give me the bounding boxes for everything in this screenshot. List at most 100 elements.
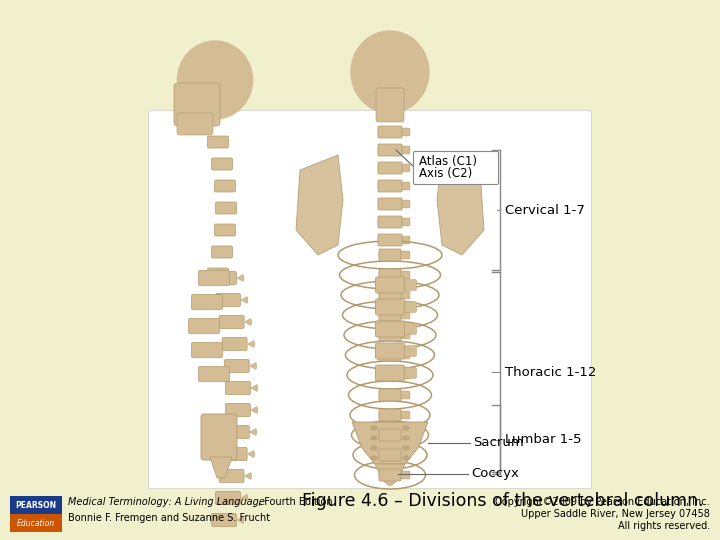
FancyBboxPatch shape (376, 301, 390, 313)
Ellipse shape (371, 456, 377, 460)
FancyBboxPatch shape (225, 381, 251, 395)
FancyBboxPatch shape (199, 271, 230, 286)
FancyBboxPatch shape (400, 218, 410, 226)
FancyBboxPatch shape (402, 280, 416, 291)
Polygon shape (210, 457, 232, 478)
FancyBboxPatch shape (399, 271, 410, 279)
FancyBboxPatch shape (189, 319, 220, 334)
FancyBboxPatch shape (174, 83, 220, 126)
FancyBboxPatch shape (379, 431, 390, 439)
FancyBboxPatch shape (400, 236, 410, 244)
FancyBboxPatch shape (222, 448, 247, 461)
FancyBboxPatch shape (399, 391, 410, 399)
Ellipse shape (403, 446, 409, 450)
FancyBboxPatch shape (379, 471, 390, 479)
Text: Upper Saddle River, New Jersey 07458: Upper Saddle River, New Jersey 07458 (521, 509, 710, 519)
FancyBboxPatch shape (399, 451, 410, 459)
FancyBboxPatch shape (212, 272, 236, 285)
FancyBboxPatch shape (379, 409, 401, 421)
FancyBboxPatch shape (378, 198, 402, 210)
FancyBboxPatch shape (399, 291, 410, 299)
FancyBboxPatch shape (378, 162, 402, 174)
FancyBboxPatch shape (379, 251, 390, 259)
Ellipse shape (403, 456, 409, 460)
Text: Bonnie F. Fremgen and Suzanne S. Frucht: Bonnie F. Fremgen and Suzanne S. Frucht (68, 513, 270, 523)
FancyBboxPatch shape (378, 234, 402, 246)
Text: PEARSON: PEARSON (15, 501, 57, 510)
Ellipse shape (178, 41, 253, 119)
FancyBboxPatch shape (402, 301, 416, 313)
FancyBboxPatch shape (379, 269, 401, 281)
FancyBboxPatch shape (378, 146, 388, 154)
FancyBboxPatch shape (378, 128, 388, 136)
FancyBboxPatch shape (376, 323, 390, 334)
Wedge shape (237, 274, 244, 281)
FancyBboxPatch shape (402, 346, 416, 356)
Wedge shape (251, 407, 258, 414)
FancyBboxPatch shape (376, 88, 404, 122)
FancyBboxPatch shape (215, 294, 240, 307)
FancyBboxPatch shape (379, 329, 401, 341)
FancyBboxPatch shape (378, 144, 402, 156)
FancyBboxPatch shape (379, 469, 401, 481)
FancyBboxPatch shape (376, 346, 390, 356)
FancyBboxPatch shape (376, 321, 405, 337)
FancyBboxPatch shape (219, 469, 244, 483)
FancyBboxPatch shape (399, 251, 410, 259)
FancyBboxPatch shape (379, 349, 401, 361)
Wedge shape (250, 429, 257, 435)
Wedge shape (241, 296, 248, 303)
FancyBboxPatch shape (215, 180, 235, 192)
FancyBboxPatch shape (378, 180, 402, 192)
Wedge shape (241, 495, 248, 502)
FancyBboxPatch shape (378, 200, 388, 208)
Ellipse shape (351, 31, 429, 113)
FancyBboxPatch shape (192, 342, 222, 357)
FancyBboxPatch shape (399, 351, 410, 359)
FancyBboxPatch shape (177, 113, 213, 135)
Bar (148, 110, 591, 488)
FancyBboxPatch shape (379, 369, 401, 381)
Wedge shape (248, 450, 255, 457)
FancyBboxPatch shape (379, 289, 401, 301)
FancyBboxPatch shape (215, 491, 240, 504)
Ellipse shape (403, 436, 409, 440)
Text: Sacrum: Sacrum (473, 436, 523, 449)
Text: Figure 4.6 – Divisions of the vertebral column.: Figure 4.6 – Divisions of the vertebral … (302, 492, 704, 510)
FancyBboxPatch shape (225, 403, 251, 416)
Text: Cervical 1-7: Cervical 1-7 (505, 204, 585, 217)
FancyBboxPatch shape (378, 182, 388, 190)
Polygon shape (375, 464, 405, 486)
Wedge shape (237, 516, 244, 523)
FancyBboxPatch shape (207, 268, 228, 280)
FancyBboxPatch shape (379, 391, 390, 399)
Text: Coccyx: Coccyx (471, 468, 519, 481)
Wedge shape (251, 384, 258, 391)
FancyBboxPatch shape (224, 426, 249, 438)
FancyBboxPatch shape (215, 224, 235, 236)
FancyBboxPatch shape (379, 291, 390, 299)
FancyBboxPatch shape (399, 431, 410, 439)
Bar (10, 496, 62, 514)
FancyBboxPatch shape (413, 152, 498, 185)
Text: Education: Education (17, 518, 55, 528)
Polygon shape (296, 155, 343, 255)
Ellipse shape (371, 446, 377, 450)
FancyBboxPatch shape (222, 338, 247, 350)
Polygon shape (352, 422, 428, 464)
Wedge shape (245, 472, 251, 480)
FancyBboxPatch shape (378, 236, 388, 244)
FancyBboxPatch shape (399, 331, 410, 339)
FancyBboxPatch shape (400, 164, 410, 172)
FancyBboxPatch shape (379, 351, 390, 359)
FancyBboxPatch shape (400, 182, 410, 190)
FancyBboxPatch shape (400, 200, 410, 208)
FancyBboxPatch shape (376, 368, 390, 379)
Text: Axis (C2): Axis (C2) (419, 167, 472, 180)
FancyBboxPatch shape (379, 271, 390, 279)
FancyBboxPatch shape (379, 389, 401, 401)
FancyBboxPatch shape (376, 277, 405, 293)
FancyBboxPatch shape (378, 216, 402, 228)
Ellipse shape (403, 426, 409, 430)
FancyBboxPatch shape (376, 343, 405, 359)
